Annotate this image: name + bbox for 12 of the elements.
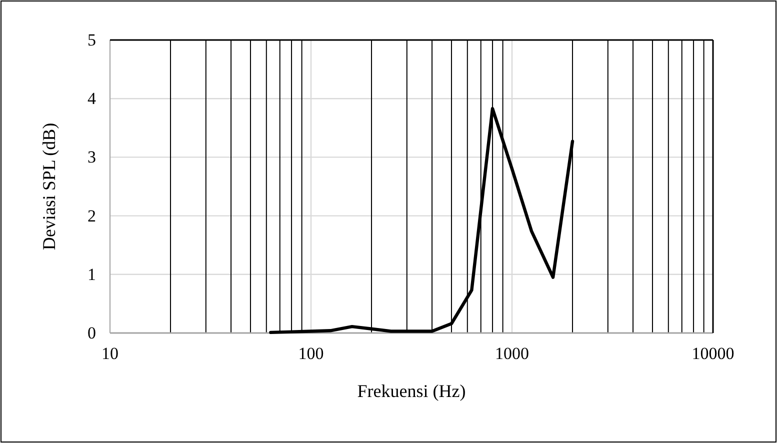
x-tick-label: 1000 <box>495 344 529 364</box>
y-tick-label: 5 <box>88 30 96 50</box>
x-tick-label: 100 <box>298 344 324 364</box>
y-tick-label: 3 <box>88 148 96 167</box>
x-tick-label: 10000 <box>692 344 734 364</box>
y-tick-label: 4 <box>88 89 96 108</box>
x-tick-label: 10 <box>102 344 118 364</box>
y-axis-title: Deviasi SPL (dB) <box>39 122 59 250</box>
x-axis-title: Frekuensi (Hz) <box>357 381 466 401</box>
y-tick-label: 2 <box>88 206 96 226</box>
y-tick-label: 0 <box>88 323 96 342</box>
y-tick-label: 1 <box>88 264 96 284</box>
